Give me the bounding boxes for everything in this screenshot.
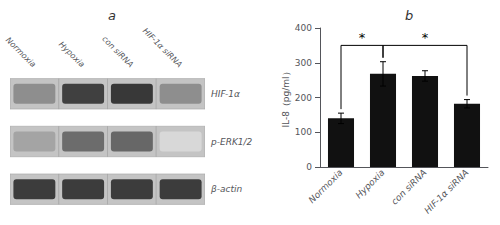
svg-text:0: 0 [306,162,312,172]
svg-text:400: 400 [295,23,312,33]
svg-text:HIF-1α: HIF-1α [211,89,240,99]
svg-text:HIF-1α siRNA: HIF-1α siRNA [422,167,470,215]
svg-text:p-ERK1/2: p-ERK1/2 [210,137,253,147]
svg-text:300: 300 [295,58,312,68]
svg-text:*: * [422,30,429,45]
svg-text:a: a [108,8,116,23]
svg-text:Normoxia: Normoxia [307,167,345,205]
svg-text:*: * [359,30,366,45]
svg-text:con siRNA: con siRNA [100,34,135,69]
svg-text:HIF-1α siRNA: HIF-1α siRNA [141,26,184,69]
svg-text:Hypoxia: Hypoxia [57,40,86,69]
svg-text:Hypoxia: Hypoxia [354,167,387,200]
svg-text:β-actin: β-actin [210,184,242,194]
svg-text:IL-8（pg/ml）: IL-8（pg/ml） [281,67,291,127]
svg-text:200: 200 [295,93,312,103]
svg-text:100: 100 [295,127,312,137]
svg-text:con siRNA: con siRNA [389,167,428,206]
svg-text:Normoxia: Normoxia [4,35,38,69]
svg-text:b: b [405,8,413,23]
